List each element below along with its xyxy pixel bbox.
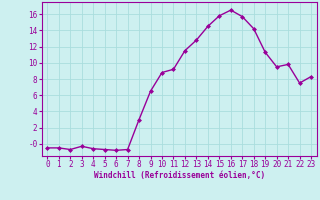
X-axis label: Windchill (Refroidissement éolien,°C): Windchill (Refroidissement éolien,°C) <box>94 171 265 180</box>
